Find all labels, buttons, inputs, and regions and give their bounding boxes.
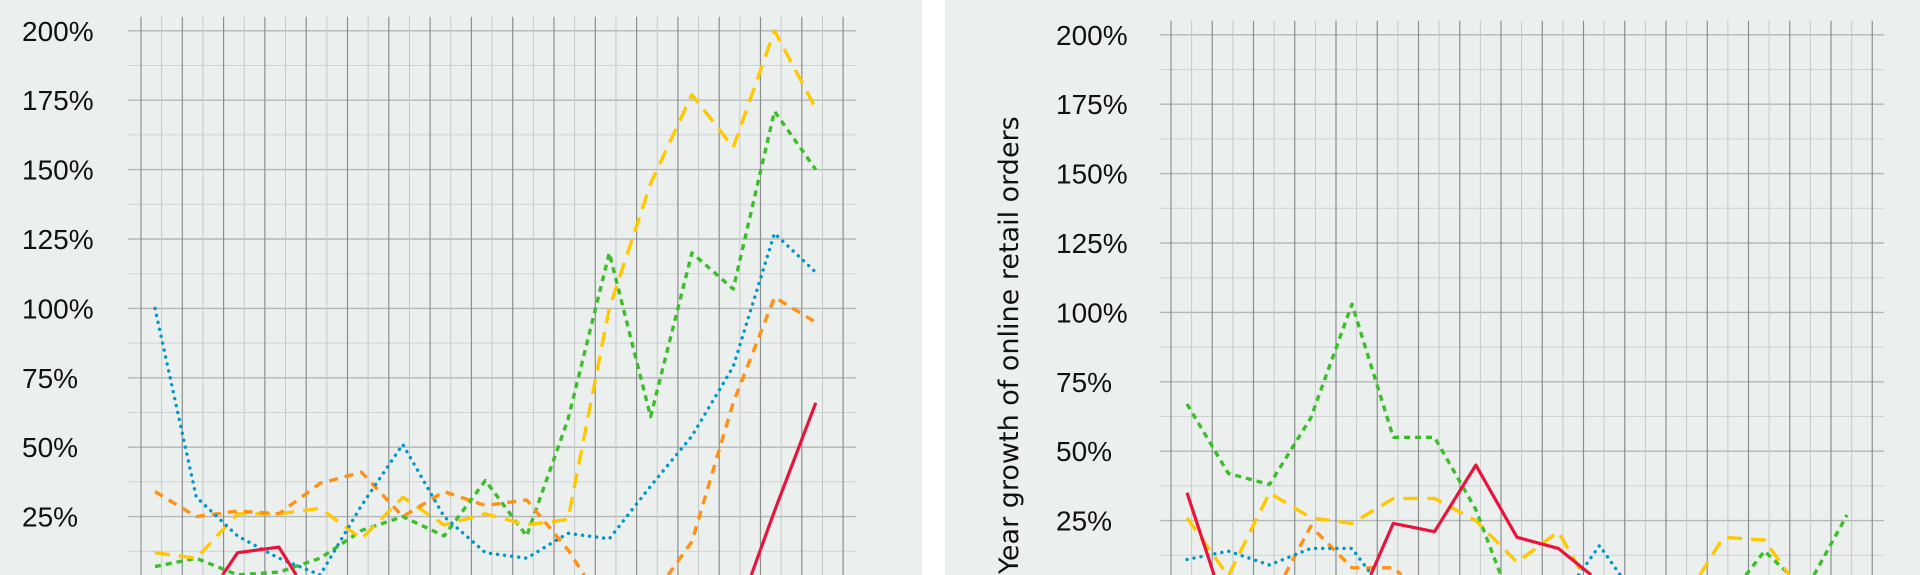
series-line-orange <box>1283 524 1403 575</box>
series-group <box>153 29 818 575</box>
y-axis-label: Year growth of online retail orders <box>994 116 1025 575</box>
y-tick-label: 100% <box>22 293 94 324</box>
series-line-yellow <box>1185 491 1791 575</box>
plot-background <box>945 0 1920 575</box>
y-tick-label: 175% <box>1056 89 1128 120</box>
series-line-green <box>1185 302 1849 575</box>
right-chart-panel: 200% 175% 150% 125% 100% 75% 50% 25% Year growth… <box>945 0 1920 575</box>
y-tick-label: 25% <box>22 502 78 533</box>
series-line-blue <box>153 231 818 575</box>
y-tick-label: 200% <box>22 16 94 47</box>
y-tick-label: 75% <box>1056 367 1112 398</box>
plot-background <box>0 0 922 575</box>
series-line-red <box>1185 463 1593 575</box>
y-tick-label: 175% <box>22 85 94 116</box>
y-tick-label: 150% <box>1056 159 1128 190</box>
y-tick-label: 75% <box>22 363 78 394</box>
series-line-blue <box>1185 543 1622 575</box>
y-tick-label: 200% <box>1056 20 1128 51</box>
y-tick-label: 150% <box>22 155 94 186</box>
series-line-red <box>221 402 818 575</box>
series-group <box>1185 302 1849 575</box>
left-chart-panel: 200% 175% 150% 125% 100% 75% 50% 25% <box>0 0 922 575</box>
y-tick-label: 50% <box>1056 436 1112 467</box>
series-line-orange <box>154 295 817 575</box>
y-tick-label: 25% <box>1056 506 1112 537</box>
y-tick-label: 125% <box>1056 228 1128 259</box>
y-tick-label: 125% <box>22 224 94 255</box>
y-tick-label: 100% <box>1056 297 1128 328</box>
y-tick-label: 50% <box>22 432 78 463</box>
series-line-green <box>154 109 818 575</box>
